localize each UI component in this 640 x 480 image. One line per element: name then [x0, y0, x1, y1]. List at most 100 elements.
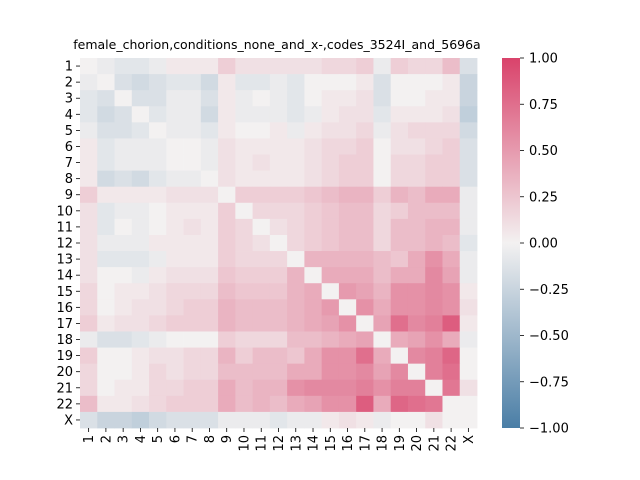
colorbar-tick-label: 0.25 — [529, 190, 558, 205]
heatmap-cell — [131, 106, 150, 123]
heatmap-cell — [200, 379, 219, 397]
heatmap-cell — [235, 315, 254, 332]
heatmap-cell — [149, 411, 167, 429]
y-tick-label: 11 — [56, 220, 73, 235]
heatmap-cell — [304, 106, 323, 123]
heatmap-cell — [252, 299, 271, 316]
heatmap-cell — [183, 58, 202, 75]
heatmap-cell — [252, 379, 271, 397]
x-tick-label: 13 — [289, 435, 304, 452]
y-tick-label: 13 — [56, 253, 73, 268]
heatmap-cell — [304, 122, 323, 139]
x-tick-label: 8 — [203, 435, 218, 443]
y-tick-label: 21 — [56, 381, 73, 396]
x-tick-label: 16 — [341, 435, 356, 452]
heatmap-cell — [183, 331, 202, 348]
heatmap-cell — [183, 299, 202, 316]
heatmap-cell — [373, 315, 392, 332]
heatmap-cell — [356, 138, 374, 155]
heatmap-cell — [373, 363, 392, 381]
heatmap-cell — [235, 218, 254, 236]
heatmap-cell — [149, 299, 167, 316]
y-tick-label: 7 — [65, 156, 73, 171]
heatmap-cell — [114, 331, 133, 348]
heatmap-cell — [166, 74, 184, 91]
heatmap-cell — [97, 347, 115, 365]
heatmap-cell — [442, 74, 461, 91]
heatmap-cell — [183, 234, 202, 252]
heatmap-cell — [373, 331, 392, 348]
heatmap-cell — [200, 283, 219, 300]
heatmap-cell — [252, 90, 271, 107]
heatmap-cell — [235, 122, 254, 139]
heatmap-cell — [373, 267, 392, 284]
heatmap-cell — [425, 363, 443, 381]
heatmap-cell — [356, 90, 374, 107]
heatmap-cell — [338, 251, 357, 268]
heatmap-cell — [80, 315, 98, 332]
heatmap-cell — [425, 379, 443, 397]
heatmap-cell — [356, 154, 374, 172]
heatmap-cell — [373, 234, 392, 252]
heatmap-cell — [442, 283, 461, 300]
heatmap-cell — [131, 170, 150, 188]
heatmap-cell — [321, 331, 340, 348]
heatmap-cell — [235, 58, 254, 75]
heatmap-cell — [80, 251, 98, 268]
x-tick-label: 6 — [168, 435, 183, 443]
heatmap-cell — [459, 299, 478, 316]
heatmap-cell — [390, 218, 409, 236]
heatmap-cell — [287, 58, 305, 75]
heatmap-cell — [407, 74, 426, 91]
colorbar — [502, 58, 520, 428]
heatmap-cell — [269, 58, 288, 75]
x-tick-label: 9 — [220, 435, 235, 443]
heatmap-cell — [269, 138, 288, 155]
heatmap-cell — [200, 251, 219, 268]
heatmap-cell — [390, 363, 409, 381]
heatmap-cell — [356, 411, 374, 429]
heatmap-cell — [390, 347, 409, 365]
heatmap-cell — [338, 122, 357, 139]
heatmap-cell — [252, 218, 271, 236]
heatmap-cell — [356, 218, 374, 236]
heatmap-cell — [425, 299, 443, 316]
heatmap-cell — [235, 363, 254, 381]
heatmap-cell — [304, 186, 323, 204]
heatmap-cell — [114, 283, 133, 300]
heatmap-cell — [373, 395, 392, 413]
heatmap-cell — [321, 218, 340, 236]
y-tick-label: 1 — [65, 60, 73, 75]
heatmap-cell — [407, 90, 426, 107]
heatmap-cell — [304, 234, 323, 252]
heatmap-cell — [252, 315, 271, 332]
heatmap-cell — [425, 315, 443, 332]
colorbar-tick-label: −1.00 — [529, 422, 569, 437]
colorbar-tick-label: −0.50 — [529, 329, 569, 344]
heatmap-cell — [338, 234, 357, 252]
heatmap-cell — [131, 138, 150, 155]
x-tick-label: 10 — [237, 435, 252, 452]
heatmap-cell — [425, 251, 443, 268]
heatmap-cell — [407, 363, 426, 381]
heatmap-cell — [425, 106, 443, 123]
heatmap-cell — [442, 331, 461, 348]
heatmap-cell — [183, 315, 202, 332]
heatmap-cell — [390, 154, 409, 172]
heatmap-cell — [321, 74, 340, 91]
heatmap-cell — [425, 283, 443, 300]
heatmap-cell — [252, 74, 271, 91]
heatmap-cell — [442, 251, 461, 268]
heatmap-cell — [218, 315, 236, 332]
heatmap-cell — [407, 202, 426, 220]
heatmap-cell — [235, 299, 254, 316]
heatmap-cell — [218, 379, 236, 397]
heatmap-cell — [252, 106, 271, 123]
heatmap-cell — [407, 138, 426, 155]
y-tick-label: 5 — [65, 124, 73, 139]
heatmap-cell — [407, 154, 426, 172]
heatmap-cell — [338, 138, 357, 155]
heatmap-cell — [373, 379, 392, 397]
heatmap-cell — [287, 347, 305, 365]
